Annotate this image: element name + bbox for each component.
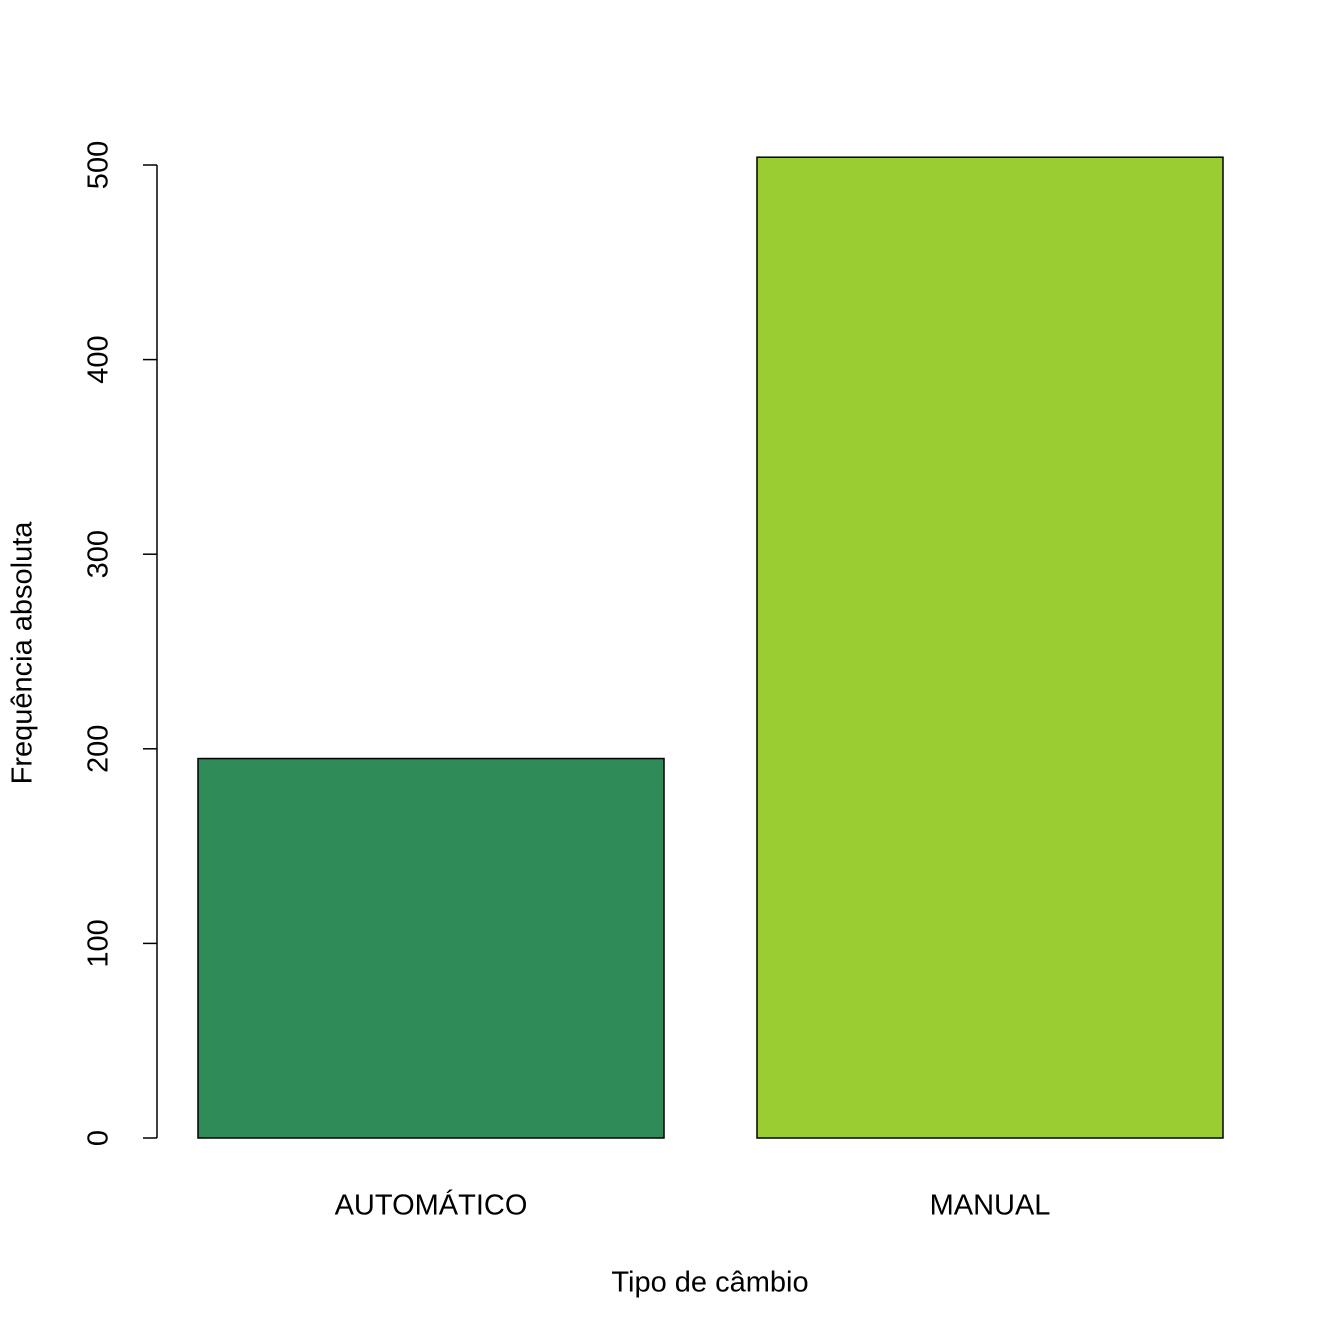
y-tick-label: 500 (83, 141, 115, 189)
y-tick-label: 300 (83, 530, 115, 578)
x-tick-label: AUTOMÁTICO (335, 1189, 528, 1222)
y-tick-label: 200 (83, 725, 115, 773)
x-axis-label: Tipo de câmbio (611, 1267, 808, 1299)
y-tick-label: 100 (83, 919, 115, 967)
bar (197, 757, 665, 1139)
y-tick-label: 400 (83, 335, 115, 383)
y-axis-label: Frequência absoluta (7, 521, 39, 785)
bar (756, 156, 1224, 1139)
x-tick-label: MANUAL (930, 1190, 1051, 1222)
y-tick-label: 0 (83, 1130, 115, 1146)
